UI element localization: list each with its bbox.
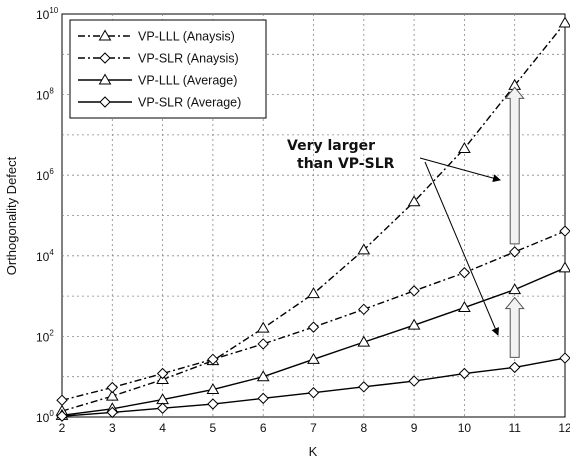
data-point bbox=[408, 285, 420, 297]
data-point bbox=[256, 370, 270, 382]
y-tick-label: 1010 bbox=[36, 6, 59, 22]
x-tick-label: 5 bbox=[210, 421, 217, 435]
y-axis-label: Orthogonality Defect bbox=[4, 156, 19, 275]
legend: VP-LLL (Anaysis) VP-SLR (Anaysis) VP-LLL (… bbox=[69, 19, 267, 119]
data-point bbox=[156, 367, 169, 380]
y-tick-label: 104 bbox=[36, 248, 54, 264]
y-tick-label: 106 bbox=[36, 167, 54, 183]
data-point bbox=[408, 375, 420, 387]
data-point bbox=[106, 406, 119, 419]
data-point bbox=[105, 389, 119, 401]
legend-marker bbox=[98, 29, 112, 41]
legend-marker bbox=[98, 73, 112, 85]
legend-label: VP-LLL (Anaysis) bbox=[138, 30, 235, 44]
data-point bbox=[559, 352, 570, 364]
data-point bbox=[307, 387, 320, 399]
x-axis-label: K bbox=[309, 444, 318, 459]
data-point bbox=[307, 287, 320, 299]
x-tick-label: 11 bbox=[508, 421, 521, 435]
data-point bbox=[207, 353, 219, 366]
legend-marker bbox=[99, 96, 111, 108]
series-line bbox=[61, 230, 566, 401]
data-point bbox=[307, 321, 320, 333]
legend-label: VP-SLR (Average) bbox=[138, 96, 241, 110]
legend-label: VP-SLR (Anaysis) bbox=[138, 52, 239, 66]
data-point bbox=[458, 267, 471, 279]
data-point bbox=[257, 338, 269, 350]
data-point bbox=[56, 410, 68, 422]
x-tick-label: 7 bbox=[310, 421, 317, 435]
data-point bbox=[358, 303, 370, 316]
series-3 bbox=[55, 261, 570, 420]
x-tick-label: 4 bbox=[159, 421, 166, 435]
x-tick-label: 12 bbox=[558, 421, 570, 435]
data-point bbox=[508, 361, 521, 374]
y-tick-label: 102 bbox=[36, 328, 54, 344]
data-point bbox=[256, 321, 270, 333]
annotation-text: Very larger bbox=[287, 138, 375, 154]
x-tick-label: 2 bbox=[59, 421, 66, 435]
data-point bbox=[206, 383, 220, 395]
series-2 bbox=[56, 225, 570, 406]
data-point bbox=[357, 243, 371, 255]
data-point bbox=[558, 16, 570, 28]
data-point bbox=[56, 394, 68, 406]
series-4 bbox=[56, 352, 570, 422]
data-point bbox=[407, 195, 421, 207]
data-point bbox=[156, 402, 169, 414]
x-tick-label: 3 bbox=[109, 421, 116, 435]
legend-item: VP-LLL (Anaysis) bbox=[78, 30, 235, 44]
y-tick-label: 108 bbox=[36, 87, 54, 103]
data-point bbox=[559, 225, 570, 237]
data-point bbox=[407, 318, 421, 330]
data-point bbox=[558, 261, 570, 273]
data-point bbox=[207, 398, 219, 410]
data-point bbox=[357, 335, 371, 347]
x-tick-label: 10 bbox=[458, 421, 472, 435]
x-tick-label: 9 bbox=[411, 421, 418, 435]
series-group bbox=[55, 16, 570, 422]
annotation-arrow bbox=[419, 157, 501, 183]
data-point bbox=[458, 301, 471, 313]
x-tick-label: 6 bbox=[260, 421, 267, 435]
data-point bbox=[307, 352, 320, 364]
y-tick-labels: 100 102 104 106 108 1010 bbox=[36, 6, 59, 425]
gap-arrow-average bbox=[504, 296, 525, 358]
legend-item: VP-SLR (Anaysis) bbox=[78, 52, 239, 66]
data-point bbox=[458, 367, 471, 380]
x-tick-labels: 2 3 4 5 6 7 8 9 10 11 12 bbox=[59, 421, 570, 435]
annotation-text: than VP-SLR bbox=[297, 156, 395, 172]
annotation-arrow bbox=[424, 161, 499, 336]
data-point bbox=[508, 283, 522, 295]
data-point bbox=[358, 381, 370, 393]
data-point bbox=[508, 246, 521, 258]
legend-item: VP-SLR (Average) bbox=[78, 96, 241, 110]
gap-arrow-analysis bbox=[504, 86, 525, 245]
y-tick-label: 100 bbox=[36, 409, 54, 425]
data-point bbox=[257, 392, 269, 405]
x-tick-label: 8 bbox=[360, 421, 367, 435]
annotation-group: Very larger than VP-SLR bbox=[287, 86, 525, 358]
series-1 bbox=[55, 16, 570, 416]
data-point bbox=[458, 141, 471, 153]
legend-item: VP-LLL (Average) bbox=[78, 74, 237, 88]
legend-marker bbox=[99, 52, 111, 64]
legend-label: VP-LLL (Average) bbox=[138, 74, 237, 88]
data-point bbox=[106, 381, 119, 394]
